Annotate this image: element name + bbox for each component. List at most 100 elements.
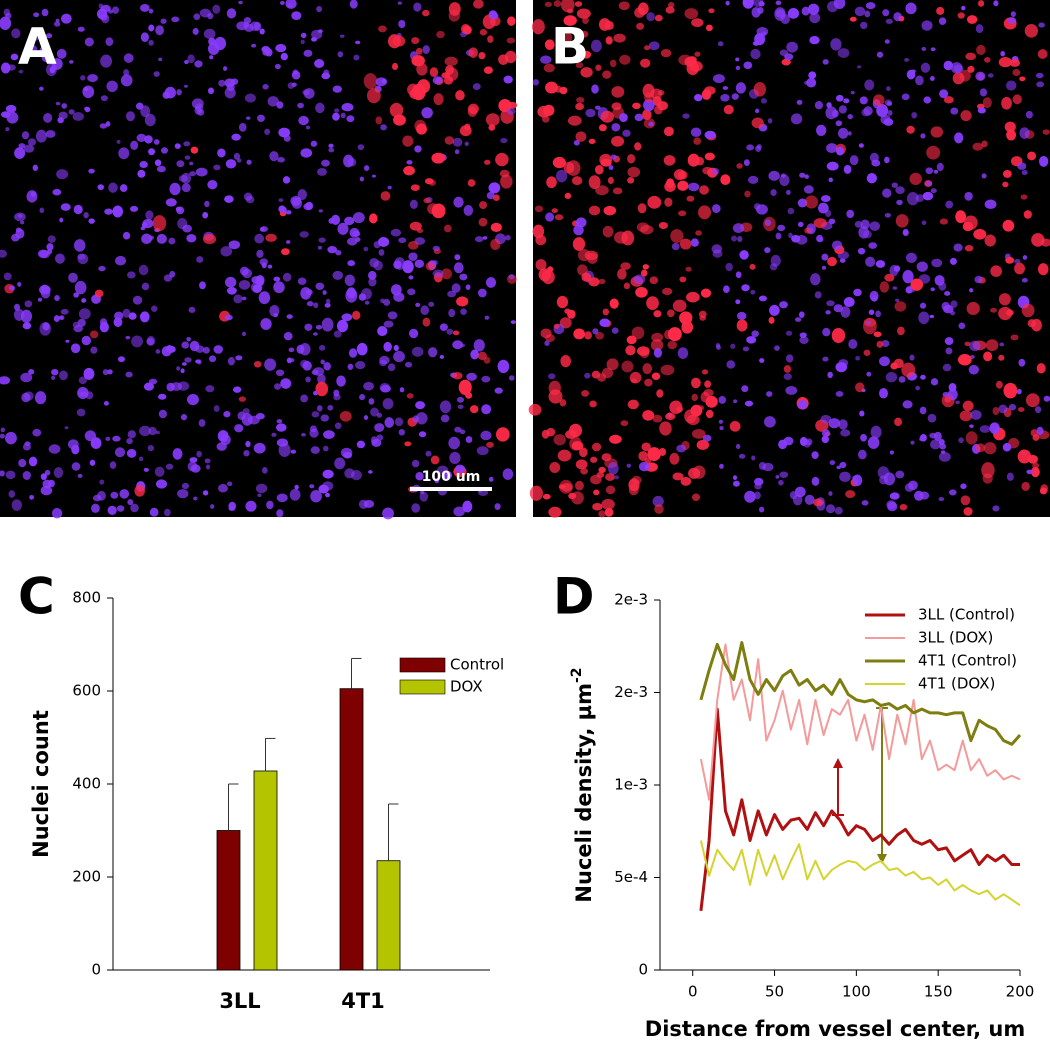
cell — [58, 370, 68, 381]
cell — [28, 44, 38, 55]
cell — [693, 137, 702, 145]
cell — [28, 456, 38, 467]
cell — [702, 434, 712, 442]
cell — [112, 205, 123, 218]
cell — [795, 235, 808, 245]
cell — [315, 324, 323, 330]
cell — [180, 414, 188, 421]
cell — [553, 434, 566, 446]
cell — [642, 264, 650, 270]
cell — [303, 49, 313, 57]
cell — [691, 18, 704, 28]
cell — [439, 355, 445, 359]
cell — [40, 284, 49, 292]
cell — [785, 385, 798, 395]
cell — [398, 429, 406, 436]
cell — [573, 328, 585, 340]
cell — [821, 253, 829, 261]
cell — [591, 370, 601, 379]
cell — [339, 34, 345, 38]
cell — [680, 476, 692, 486]
cell — [33, 12, 40, 18]
cell — [321, 317, 334, 332]
cell — [480, 430, 492, 441]
cell — [433, 93, 444, 106]
cell — [409, 221, 422, 231]
cell — [139, 311, 150, 323]
cell — [938, 17, 947, 25]
cell — [359, 176, 365, 182]
cell — [333, 330, 342, 338]
cell — [751, 117, 764, 129]
cell — [271, 432, 277, 437]
cell — [1035, 72, 1044, 79]
cell — [651, 372, 661, 381]
cell — [788, 232, 793, 239]
cell — [454, 426, 462, 433]
cell — [768, 170, 780, 181]
cell — [761, 31, 767, 37]
cell — [42, 479, 52, 489]
cell — [495, 152, 509, 167]
cell — [111, 6, 120, 14]
cell — [930, 287, 935, 292]
cell — [925, 181, 933, 187]
cell — [228, 501, 236, 511]
cell — [950, 62, 963, 74]
cell — [835, 120, 843, 127]
cell — [919, 406, 927, 415]
cell — [333, 389, 340, 397]
cell — [32, 164, 39, 171]
cell — [735, 82, 747, 94]
cell — [984, 57, 991, 63]
cell — [592, 502, 603, 511]
cell — [918, 311, 930, 325]
cell — [139, 161, 148, 169]
cell — [977, 107, 986, 114]
cell — [107, 369, 113, 375]
cell — [835, 94, 844, 102]
cell — [260, 318, 272, 330]
cell — [966, 15, 978, 24]
cell — [930, 439, 941, 450]
cell — [218, 484, 228, 493]
cell — [588, 205, 601, 216]
cell — [203, 28, 216, 40]
cell — [1002, 219, 1015, 232]
cell — [478, 51, 486, 60]
cell — [588, 277, 600, 287]
y-tick-label: 800 — [72, 589, 101, 607]
cell — [608, 165, 614, 170]
cell — [821, 429, 831, 438]
cell — [904, 483, 914, 492]
cell — [766, 391, 773, 397]
cell — [644, 457, 652, 464]
cell — [606, 358, 619, 371]
cell — [813, 218, 827, 229]
cell — [699, 185, 709, 195]
cell — [425, 261, 436, 271]
cell — [88, 218, 95, 224]
cell — [920, 374, 926, 380]
cell — [8, 285, 16, 291]
cell — [938, 496, 945, 502]
cell — [965, 52, 977, 61]
cell — [830, 38, 842, 51]
cell — [627, 153, 636, 164]
cell — [839, 471, 851, 483]
cell — [575, 102, 585, 111]
cell — [24, 441, 31, 446]
cell — [688, 467, 701, 479]
cell — [249, 21, 261, 32]
cell — [245, 500, 257, 512]
cell — [344, 216, 355, 226]
cell — [423, 197, 431, 204]
cell — [738, 453, 746, 459]
cell — [205, 464, 211, 470]
cell — [462, 500, 473, 513]
cell — [915, 385, 921, 391]
cell — [588, 138, 596, 145]
cell — [310, 490, 322, 503]
cell — [961, 5, 966, 11]
cell — [717, 41, 724, 47]
